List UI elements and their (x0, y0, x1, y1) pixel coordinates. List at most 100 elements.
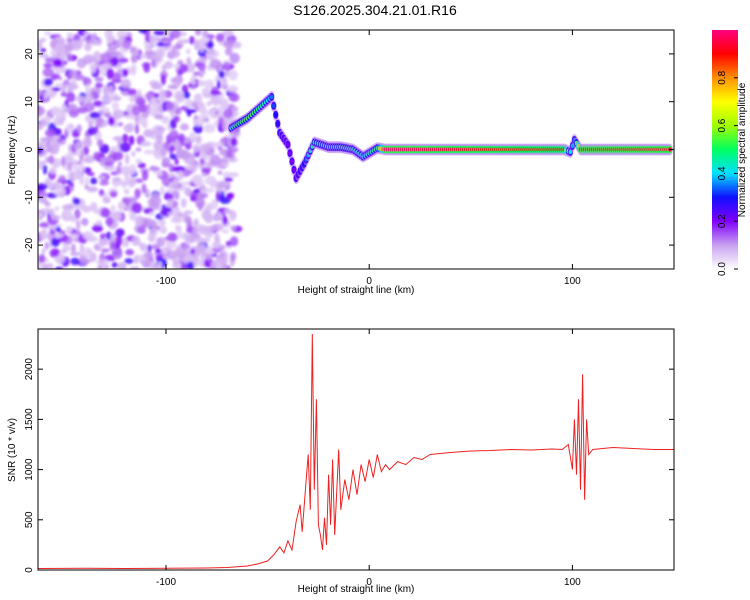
noise-speckle-blob (110, 204, 116, 212)
noise-speckle-blob (82, 36, 88, 42)
noise-speckle-blob (196, 102, 206, 114)
noise-speckle-blob (219, 98, 229, 110)
noise-speckle-blob (112, 136, 124, 141)
noise-speckle-blob (118, 122, 123, 127)
noise-speckle-blob (99, 52, 112, 63)
noise-speckle-blob (149, 262, 156, 269)
snr-y-tick-label: 0 (24, 567, 35, 573)
noise-speckle-blob (190, 74, 197, 86)
noise-speckle-blob (86, 172, 95, 177)
noise-speckle-blob (181, 232, 191, 237)
noise-speckle-blob (65, 225, 74, 233)
noise-speckle-blob (67, 103, 75, 111)
noise-speckle-blob (201, 172, 206, 177)
noise-speckle-blob (195, 197, 206, 209)
noise-speckle-blob (161, 175, 171, 187)
noise-speckle-blob (113, 210, 120, 221)
noise-speckle-blob (73, 74, 86, 81)
noise-speckle-blob (85, 83, 91, 95)
noise-speckle-blob (203, 123, 216, 134)
noise-speckle-blob (90, 33, 95, 45)
noise-speckle-blob (170, 144, 175, 152)
ridge-core (286, 142, 290, 147)
noise-speckle-blob (206, 34, 215, 39)
noise-speckle-blob (216, 80, 221, 90)
noise-speckle-blob (210, 108, 216, 120)
noise-speckle-blob (149, 196, 162, 206)
noise-speckle-blob (226, 193, 234, 201)
noise-speckle-blob (124, 114, 136, 119)
noise-speckle-blob (143, 149, 156, 155)
noise-speckle-blob (183, 91, 191, 99)
noise-speckle-blob (193, 123, 203, 134)
noise-speckle-blob (94, 125, 99, 134)
noise-speckle-blob (217, 170, 223, 175)
noise-speckle-blob (162, 39, 171, 45)
noise-speckle-blob (150, 97, 157, 106)
noise-speckle-blob (144, 44, 152, 52)
noise-speckle-blob (106, 231, 112, 240)
noise-speckle-blob (214, 211, 224, 222)
noise-speckle-blob (43, 91, 48, 101)
noise-speckle-blob (67, 143, 73, 153)
noise-speckle-blob (131, 50, 140, 56)
noise-speckle-blob (108, 84, 114, 94)
noise-speckle-blob (136, 226, 144, 234)
noise-speckle-blob (97, 265, 103, 269)
noise-speckle-blob (184, 234, 196, 244)
noise-speckle-blob (205, 203, 213, 213)
noise-speckle-blob (204, 79, 215, 89)
noise-speckle-blob (54, 205, 60, 212)
noise-speckle-blob (138, 30, 148, 34)
noise-speckle-blob (132, 235, 141, 245)
snr-x-tick-label: -100 (156, 577, 176, 588)
noise-speckle-blob (167, 250, 178, 260)
noise-speckle-blob (66, 32, 74, 38)
noise-speckle-blob (55, 69, 63, 75)
noise-speckle-blob (148, 166, 161, 171)
noise-speckle-blob (62, 204, 73, 211)
noise-speckle-blob (66, 52, 72, 62)
noise-speckle-blob (125, 249, 135, 256)
colorbar: 0.0 0.2 0.4 0.6 0.8 Normalized spectral ampl… (712, 30, 748, 276)
noise-speckle-blob (123, 123, 134, 133)
noise-speckle-blob (48, 155, 55, 165)
noise-speckle-blob (100, 207, 111, 218)
noise-speckle-blob (86, 235, 98, 242)
noise-speckle-blob (40, 196, 47, 203)
noise-speckle-blob (54, 266, 64, 269)
noise-speckle-blob (63, 79, 70, 86)
ridge-core (271, 103, 276, 109)
noise-speckle-blob (135, 97, 146, 106)
noise-speckle-blob (38, 222, 49, 228)
noise-speckle-blob (124, 198, 130, 206)
noise-speckle-blob (152, 125, 164, 136)
colorbar-label: Normalized spectral amplitude (737, 82, 748, 217)
noise-speckle-blob (167, 173, 177, 178)
ridge-core (290, 159, 294, 164)
noise-speckle-blob (131, 202, 143, 214)
noise-speckle-blob (200, 249, 206, 260)
noise-speckle-blob (215, 141, 224, 148)
noise-speckle-blob (137, 162, 146, 169)
noise-speckle-blob (52, 181, 60, 188)
noise-speckle-blob (177, 38, 184, 45)
noise-speckle-blob (112, 177, 122, 182)
noise-speckle-blob (183, 243, 191, 250)
noise-speckle-blob (51, 87, 61, 92)
noise-speckle-blob (161, 246, 171, 253)
noise-speckle-blob (147, 244, 152, 253)
noise-speckle-blob (169, 129, 179, 141)
noise-speckle-blob (58, 117, 65, 125)
noise-speckle-blob (74, 149, 82, 156)
noise-speckle-blob (38, 190, 48, 198)
noise-speckle-blob (184, 142, 192, 150)
noise-speckle-blob (54, 187, 66, 197)
noise-speckle-blob (96, 260, 105, 265)
noise-speckle-blob (51, 73, 60, 80)
noise-speckle-blob (190, 248, 196, 255)
noise-speckle-blob (153, 140, 164, 151)
noise-speckle-blob (227, 85, 239, 93)
ridge-core (269, 94, 274, 100)
noise-speckle-blob (110, 146, 121, 151)
